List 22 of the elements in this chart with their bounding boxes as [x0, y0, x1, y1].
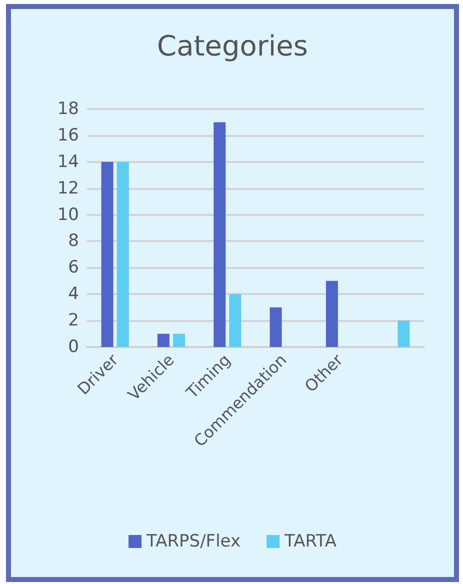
- y-tick-label: 12: [57, 178, 79, 198]
- bar: [157, 334, 170, 347]
- chart-title: Categories: [157, 30, 308, 62]
- y-tick-label: 18: [57, 99, 79, 119]
- bar: [101, 162, 114, 347]
- y-tick-label: 8: [68, 231, 79, 252]
- bar: [229, 294, 242, 347]
- y-tick-label: 6: [68, 258, 79, 278]
- y-tick-label: 16: [57, 125, 79, 146]
- y-tick-label: 0: [68, 337, 79, 357]
- legend-label: TARTA: [284, 532, 337, 552]
- y-tick-label: 10: [57, 204, 79, 225]
- y-tick-label: 14: [57, 152, 79, 172]
- bar: [270, 307, 282, 347]
- bar: [398, 320, 410, 347]
- bar: [214, 122, 226, 347]
- y-tick-label: 4: [68, 284, 79, 304]
- bar: [116, 162, 129, 347]
- y-tick-label: 2: [68, 310, 79, 331]
- bar: [326, 280, 338, 347]
- bar: [173, 334, 186, 347]
- legend-label: TARPS/Flex: [146, 532, 241, 552]
